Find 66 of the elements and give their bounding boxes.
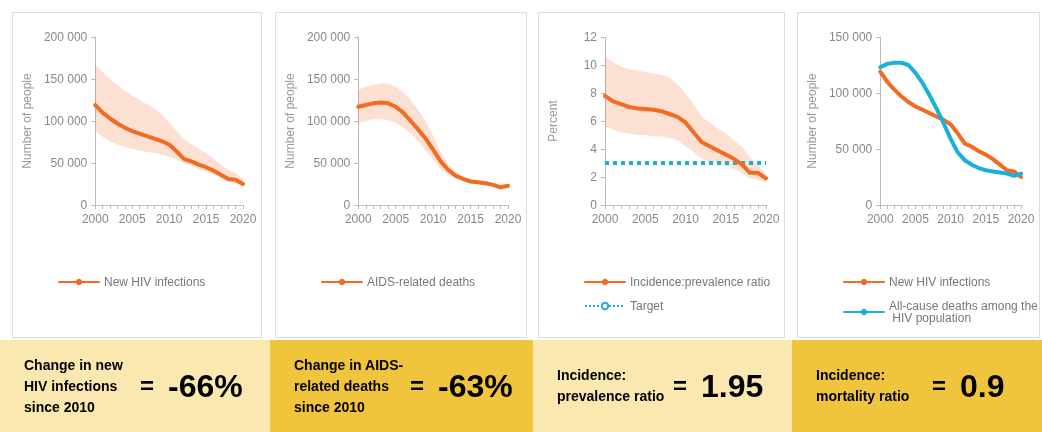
y-tick-label: 12 [583, 30, 598, 44]
y-axis-title: Number of people [20, 72, 34, 169]
x-tick-label: 2005 [631, 212, 659, 226]
y-tick-label: 200 000 [306, 30, 351, 44]
x-tick-label: 2020 [494, 212, 522, 226]
text: Incidence: prevalence ratio [557, 366, 666, 406]
y-tick-label: 0 [343, 198, 351, 212]
x-tick-label: 2020 [752, 212, 780, 226]
text: = [410, 372, 425, 400]
y-tick-label: 50 000 [313, 156, 351, 170]
x-tick-label: 2015 [972, 212, 1000, 226]
x-tick-label: 2010 [155, 212, 183, 226]
y-tick-label: 8 [590, 86, 598, 100]
y-tick-label: 0 [865, 198, 873, 212]
y-tick-label: 150 000 [828, 30, 873, 44]
legend-label: New HIV infections [104, 275, 206, 289]
x-tick-label: 2010 [672, 212, 700, 226]
text: Incidence: mortality ratio [816, 366, 911, 406]
y-tick-label: 10 [583, 58, 598, 72]
text: Change in AIDS-related deaths since 2010 [294, 355, 404, 417]
x-tick-label: 2020 [229, 212, 257, 226]
legend-label: AIDS-related deaths [367, 275, 476, 289]
legend-label: All-cause deaths among the HIV population [889, 299, 1039, 325]
x-tick-label: 2000 [591, 212, 619, 226]
x-tick-label: 2015 [712, 212, 740, 226]
legend-label: Target [630, 299, 665, 313]
x-tick-label: 2000 [866, 212, 894, 226]
y-axis-title: Number of people [283, 72, 297, 169]
y-tick-label: 50 000 [50, 156, 88, 170]
y-axis-title: Number of people [805, 72, 819, 169]
y-tick-label: 0 [80, 198, 88, 212]
x-tick-label: 2020 [1007, 212, 1035, 226]
text: 1.95 [701, 367, 764, 405]
x-tick-label: 2015 [192, 212, 220, 226]
x-tick-label: 2015 [457, 212, 485, 226]
y-tick-label: 2 [590, 170, 598, 184]
x-tick-label: 2005 [118, 212, 146, 226]
text: 0.9 [960, 367, 1005, 405]
y-tick-label: 0 [590, 198, 598, 212]
text: = [140, 372, 155, 400]
y-tick-label: 4 [590, 142, 598, 156]
text: = [932, 372, 947, 400]
x-tick-label: 2005 [382, 212, 410, 226]
x-tick-label: 2000 [81, 212, 109, 226]
y-tick-label: 6 [590, 114, 598, 128]
y-axis-title: Percent [546, 99, 560, 142]
legend-label: Incidence:prevalence ratio [630, 275, 771, 289]
y-tick-label: 100 000 [306, 114, 351, 128]
x-tick-label: 2000 [344, 212, 372, 226]
y-tick-label: 200 000 [43, 30, 88, 44]
y-tick-label: 100 000 [43, 114, 88, 128]
line-series [93, 103, 245, 186]
y-tick-label: 150 000 [306, 72, 351, 86]
text: Change in new HIV infections since 2010 [24, 355, 124, 417]
y-tick-label: 100 000 [828, 86, 873, 100]
x-tick-label: 2005 [902, 212, 930, 226]
text: -66% [168, 367, 243, 405]
x-tick-label: 2010 [937, 212, 965, 226]
y-tick-label: 150 000 [43, 72, 88, 86]
x-tick-label: 2010 [419, 212, 447, 226]
text: = [673, 372, 688, 400]
line-series [356, 100, 510, 190]
line-series [603, 93, 768, 181]
y-tick-label: 50 000 [835, 142, 873, 156]
text: -63% [438, 367, 513, 405]
legend-label: New HIV infections [889, 275, 991, 289]
